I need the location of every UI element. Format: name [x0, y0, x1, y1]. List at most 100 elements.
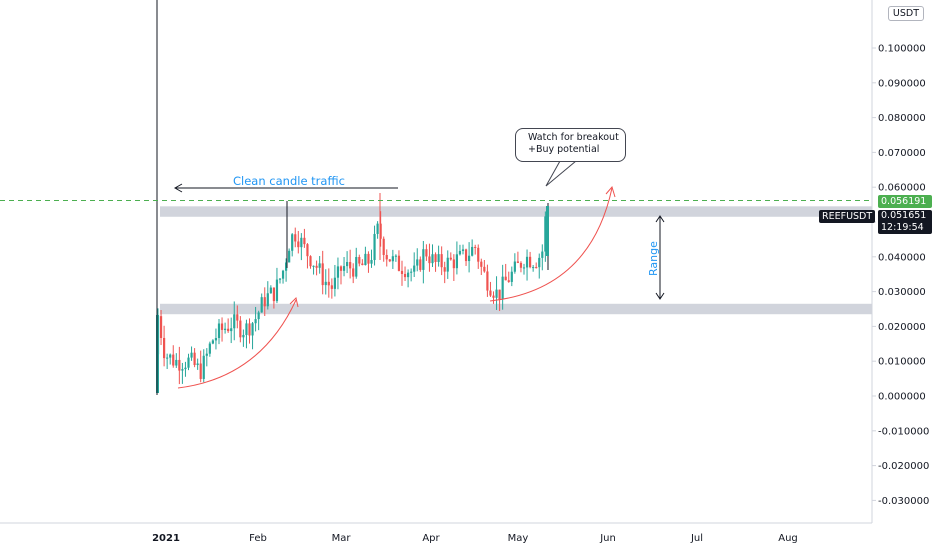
candle — [330, 278, 333, 299]
candle — [385, 249, 388, 267]
clean-traffic-label: Clean candle traffic — [233, 174, 345, 188]
curve-arrow-1 — [177, 299, 297, 389]
candle-body — [507, 280, 510, 282]
candle — [275, 267, 279, 304]
x-tick-label: May — [508, 533, 529, 544]
candle-body — [419, 259, 422, 270]
candle — [495, 276, 498, 310]
candle — [434, 252, 437, 272]
candle — [199, 350, 202, 383]
range-arrow-bottom — [655, 292, 665, 300]
candle — [202, 349, 205, 383]
candle-body — [403, 273, 407, 278]
candle-body — [431, 254, 434, 264]
candle — [516, 251, 519, 264]
candle-body — [321, 263, 324, 286]
candle — [364, 246, 367, 266]
candle-body — [544, 216, 547, 252]
candle-body — [428, 256, 431, 264]
candle-body — [248, 323, 251, 336]
candle — [175, 353, 178, 368]
x-tick-label: Jun — [599, 533, 616, 544]
candle-body — [525, 256, 529, 268]
candle-body — [529, 256, 532, 268]
y-tick-label: 0.090000 — [878, 78, 926, 89]
candle-body — [187, 357, 190, 368]
candle — [403, 266, 407, 281]
candle — [254, 306, 257, 332]
candle-body — [281, 270, 285, 279]
candle-body — [464, 249, 468, 262]
currency-badge[interactable]: USDT — [887, 6, 924, 21]
symbol-badge: REEFUSDT — [819, 210, 876, 223]
candle-body — [199, 363, 202, 379]
x-tick-label: 2021 — [152, 533, 180, 544]
candle — [394, 254, 397, 262]
candle-body — [352, 268, 355, 277]
candle — [336, 257, 340, 290]
candle — [400, 260, 404, 286]
candle-body — [318, 263, 321, 268]
candle-body — [294, 234, 297, 242]
y-tick-label: 0.060000 — [878, 183, 926, 194]
candle — [257, 310, 260, 331]
traffic-arrow-head — [173, 183, 183, 193]
candle — [208, 341, 211, 357]
candle-body — [483, 266, 486, 272]
candle-body — [349, 262, 352, 269]
candle-body — [184, 367, 187, 370]
candle-body — [367, 253, 370, 264]
candle — [358, 254, 361, 267]
y-tick-label: 0.010000 — [878, 357, 926, 368]
candle — [370, 249, 373, 268]
candle — [288, 248, 291, 263]
candle — [263, 287, 266, 317]
candle — [407, 269, 410, 288]
candle-body — [327, 281, 330, 286]
candle-body — [245, 323, 248, 335]
candle-body — [306, 244, 309, 257]
candle — [382, 236, 385, 262]
candle-body — [196, 363, 199, 366]
current-price-badge: 0.051651 12:19:54 — [878, 210, 932, 234]
candle — [480, 258, 483, 275]
candle — [525, 249, 529, 281]
range-label: Range — [647, 241, 660, 276]
candle-body — [193, 352, 196, 366]
candle — [306, 243, 309, 269]
candle — [361, 259, 364, 266]
candle — [309, 255, 312, 269]
candle — [251, 321, 254, 350]
y-tick-label: 0.070000 — [878, 148, 926, 159]
candle — [388, 259, 391, 263]
candle-body — [227, 328, 230, 332]
candle — [486, 264, 489, 297]
candle — [413, 252, 416, 278]
candle-body — [260, 297, 263, 313]
candle-body — [205, 353, 208, 356]
x-tick-label: Aug — [778, 533, 798, 544]
candle — [410, 268, 413, 282]
candle-body — [303, 237, 306, 245]
candle-body — [440, 254, 443, 268]
candle — [474, 244, 477, 255]
candle — [513, 253, 516, 274]
curve-arrow-2-head — [605, 185, 616, 198]
y-tick-label: 0.000000 — [878, 392, 926, 403]
candle — [501, 264, 504, 310]
candle-body — [391, 256, 394, 262]
candle — [281, 269, 285, 284]
candle — [376, 221, 379, 239]
candle — [239, 316, 242, 343]
candle — [211, 339, 214, 345]
y-tick-label: 0.040000 — [878, 252, 926, 263]
candle-body — [394, 255, 397, 257]
candle — [163, 325, 166, 367]
candle — [318, 256, 321, 274]
candle — [269, 285, 272, 294]
level-price-badge: 0.056191 — [878, 195, 932, 208]
candle — [217, 318, 221, 345]
candle — [443, 261, 446, 284]
candle-body — [285, 262, 288, 271]
